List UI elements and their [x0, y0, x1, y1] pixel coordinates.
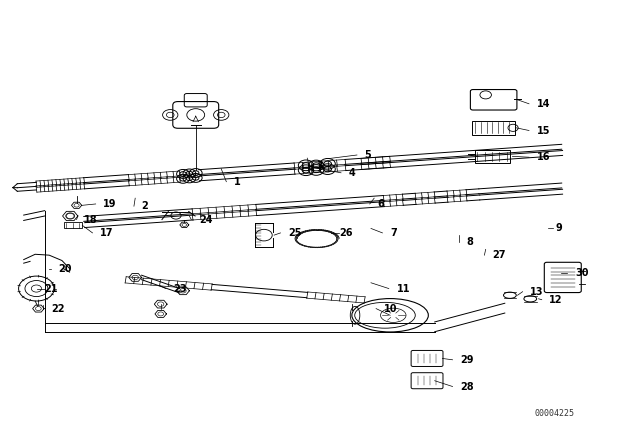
Text: 2: 2 [141, 201, 148, 211]
Text: 9: 9 [556, 224, 563, 233]
Text: 10: 10 [384, 304, 397, 314]
Text: 7: 7 [390, 228, 397, 238]
Text: 14: 14 [537, 99, 550, 109]
Bar [64, 222, 82, 228]
Text: 1: 1 [234, 177, 241, 187]
Text: 26: 26 [339, 228, 353, 238]
Bar [472, 121, 515, 135]
Text: 24: 24 [199, 215, 212, 224]
Text: 21: 21 [45, 284, 58, 293]
Text: 25: 25 [288, 228, 301, 238]
Text: 18: 18 [84, 215, 98, 224]
Text: 19: 19 [103, 199, 117, 209]
Text: 13: 13 [531, 287, 544, 297]
Text: 6: 6 [378, 199, 384, 209]
Text: 3: 3 [317, 161, 324, 171]
Text: 15: 15 [537, 125, 550, 135]
Text: 5: 5 [365, 150, 371, 160]
Text: 23: 23 [173, 284, 187, 293]
Text: 22: 22 [51, 304, 65, 314]
Text: 28: 28 [460, 382, 474, 392]
Text: 00004225: 00004225 [534, 409, 575, 418]
Text: 4: 4 [349, 168, 355, 178]
Text: 11: 11 [396, 284, 410, 293]
Text: 29: 29 [460, 355, 474, 365]
Text: 8: 8 [467, 237, 474, 247]
Text: 20: 20 [59, 263, 72, 274]
Text: 30: 30 [575, 268, 588, 278]
Text: 17: 17 [100, 228, 114, 238]
Bar [475, 150, 510, 163]
Text: 27: 27 [492, 250, 506, 260]
Text: 12: 12 [549, 295, 563, 305]
Text: 16: 16 [537, 152, 550, 162]
